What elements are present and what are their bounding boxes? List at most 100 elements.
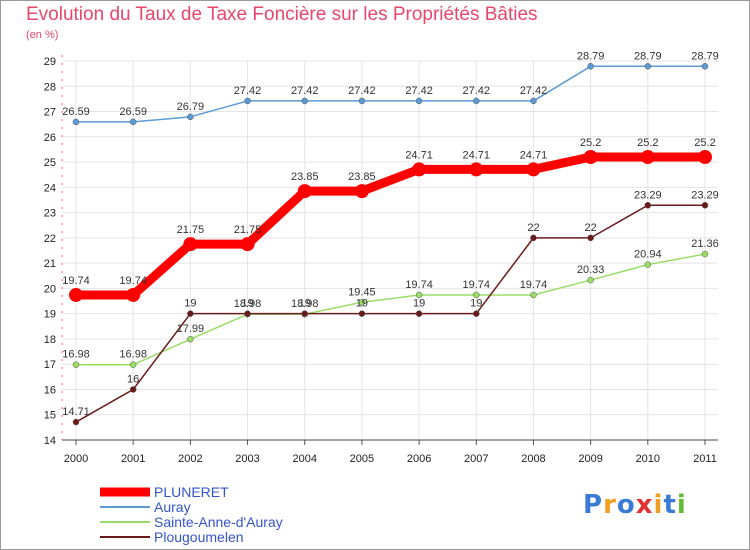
- data-label: 27.42: [291, 85, 319, 97]
- data-label: 28.79: [634, 50, 662, 62]
- legend-label: Plougoumelen: [154, 529, 244, 545]
- data-point: [530, 234, 537, 242]
- data-label: 25.2: [580, 137, 601, 149]
- data-point: [473, 97, 480, 105]
- y-tick-label: 29: [44, 56, 56, 68]
- y-tick-label: 15: [44, 410, 56, 422]
- x-tick-label: 2006: [407, 453, 431, 465]
- data-point: [240, 237, 255, 252]
- data-point: [587, 276, 594, 284]
- data-point: [187, 335, 194, 343]
- data-label: 23.29: [691, 189, 719, 201]
- data-label: 21.36: [691, 238, 719, 250]
- data-point: [473, 310, 480, 317]
- data-label: 17.99: [177, 323, 205, 335]
- data-label: 16.98: [119, 349, 147, 361]
- data-label: 19.74: [119, 275, 147, 287]
- data-point: [358, 299, 366, 306]
- data-point: [187, 310, 194, 317]
- data-point: [354, 184, 369, 199]
- data-label: 22: [527, 222, 539, 234]
- data-point: [187, 113, 194, 121]
- data-label: 16.98: [62, 349, 90, 361]
- data-label: 25.2: [694, 137, 715, 149]
- data-label: 19.74: [463, 279, 491, 291]
- data-point: [526, 162, 541, 177]
- data-point: [469, 162, 484, 177]
- data-point: [358, 310, 366, 317]
- logo-letter: x: [635, 490, 654, 520]
- data-label: 21.75: [234, 224, 262, 236]
- data-label: 20.33: [577, 264, 605, 276]
- y-tick-label: 17: [44, 359, 56, 371]
- axes: 14 15 16 17 18 19 20 21 22 23 24 25 26 27 28 29 2000 2001…: [44, 55, 718, 465]
- data-label: 19: [470, 298, 482, 310]
- data-label: 26.79: [177, 101, 205, 113]
- data-point: [72, 118, 80, 126]
- data-label: 19.74: [520, 279, 548, 291]
- data-label: 14.71: [62, 406, 90, 418]
- data-point: [72, 361, 80, 368]
- y-tick-label: 27: [44, 107, 56, 119]
- data-label: 19: [241, 298, 253, 310]
- data-label: 19: [299, 298, 311, 310]
- data-label: 25.2: [637, 137, 658, 149]
- data-point: [644, 63, 652, 70]
- series-line-pluneret: [76, 152, 705, 300]
- data-point: [301, 97, 308, 105]
- data-label: 24.71: [520, 149, 548, 161]
- data-labels-layer: 19.74 19.74 21.75 21.75 23.85 23.85 24.71 24.71…: [62, 50, 719, 418]
- x-tick-label: 2010: [636, 453, 660, 465]
- data-label: 27.42: [463, 85, 491, 97]
- data-point: [297, 184, 312, 199]
- data-point: [530, 97, 537, 105]
- logo-letter: P: [583, 490, 604, 520]
- data-label: 19: [356, 298, 368, 310]
- data-point: [644, 261, 652, 268]
- data-point: [244, 97, 251, 105]
- data-label: 18.98: [291, 298, 319, 310]
- data-point: [415, 97, 423, 105]
- data-point: [72, 418, 80, 426]
- data-label: 23.85: [348, 171, 376, 183]
- data-point: [587, 63, 594, 70]
- data-point: [129, 386, 137, 393]
- data-label: 16: [127, 373, 139, 385]
- data-point: [415, 310, 423, 317]
- y-tick-label: 24: [44, 182, 56, 194]
- data-point: [129, 118, 137, 126]
- logo-letter: i: [676, 490, 687, 520]
- data-label: 26.59: [119, 106, 147, 118]
- data-point: [640, 150, 655, 165]
- y-tick-label: 19: [44, 309, 56, 321]
- data-label: 28.79: [577, 50, 605, 62]
- x-tick-label: 2004: [292, 453, 316, 465]
- legend: PLUNERETAuraySainte-Anne-d'AurayPlougoum…: [100, 484, 283, 545]
- y-tick-label: 28: [44, 81, 56, 93]
- y-tick-label: 26: [44, 132, 56, 144]
- data-point: [358, 97, 366, 105]
- data-label: 21.75: [177, 224, 205, 236]
- y-tick-label: 16: [44, 384, 56, 396]
- data-point: [244, 310, 251, 317]
- data-point: [644, 202, 652, 209]
- logo-letter: i: [653, 490, 664, 520]
- x-tick-label: 2008: [521, 453, 545, 465]
- data-point: [69, 287, 83, 302]
- x-tick-label: 2002: [178, 453, 202, 465]
- data-label: 18.98: [234, 298, 262, 310]
- data-point: [301, 310, 308, 317]
- x-tick-label: 2001: [121, 453, 145, 465]
- series-line-auray: [76, 65, 705, 123]
- data-point: [412, 162, 427, 177]
- data-label: 27.42: [348, 85, 376, 97]
- y-tick-label: 23: [44, 208, 56, 220]
- series-line-sainte-anne-d-auray: [76, 253, 706, 366]
- data-label: 19.45: [348, 286, 376, 298]
- data-point: [129, 361, 137, 368]
- data-point: [701, 63, 709, 70]
- data-point: [701, 202, 709, 209]
- y-tick-label: 25: [44, 157, 56, 169]
- y-tick-label: 18: [44, 334, 56, 346]
